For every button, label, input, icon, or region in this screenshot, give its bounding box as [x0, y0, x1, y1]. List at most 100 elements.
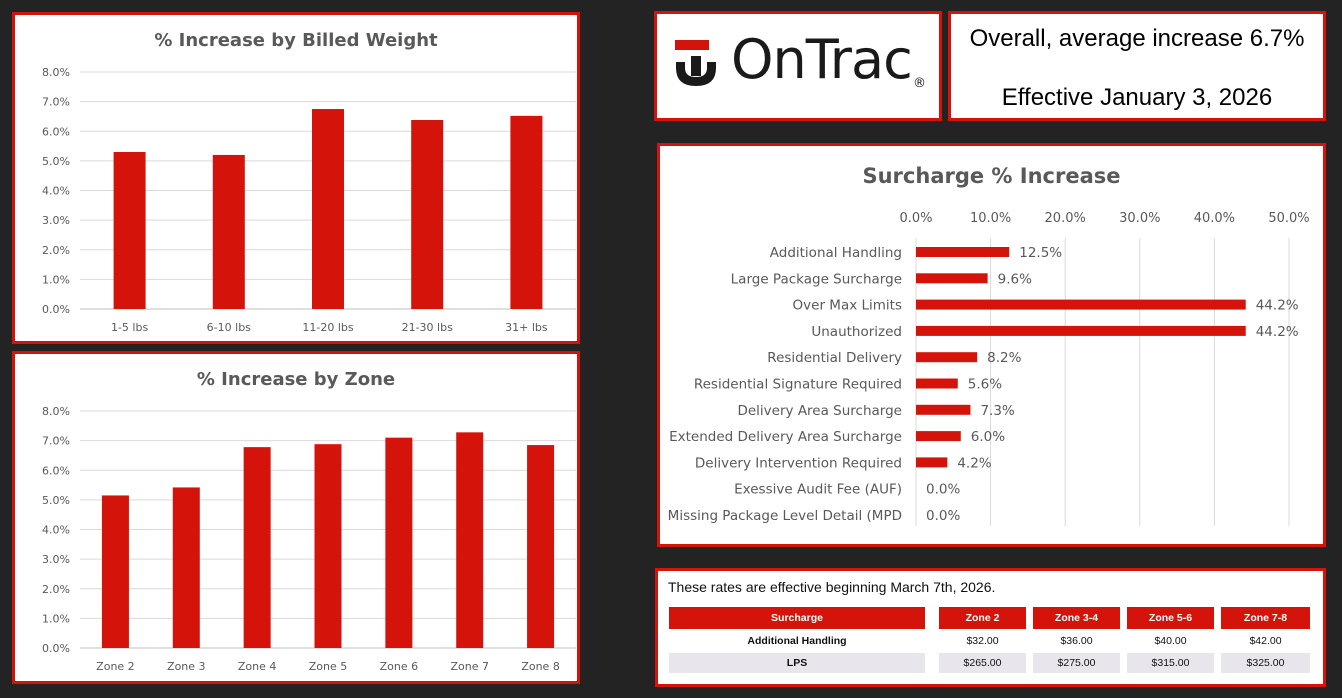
weight-chart-ytick-label: 2.0% — [42, 244, 70, 257]
surcharge-chart-data-label: 9.6% — [998, 271, 1032, 287]
weight-chart-bar — [411, 119, 444, 310]
zone-chart-bar — [101, 495, 129, 648]
zone-chart-ytick-label: 6.0% — [42, 464, 70, 477]
surcharge-chart-bar — [916, 273, 988, 284]
rates-surcharge-name: LPS — [669, 651, 939, 673]
rates-note: These rates are effective beginning Marc… — [668, 579, 996, 595]
weight-chart-ytick-label: 6.0% — [42, 125, 70, 138]
zone-chart-xtick-label: Zone 6 — [380, 660, 419, 673]
weight-chart-bar — [312, 109, 344, 309]
surcharge-chart-category-label: Over Max Limits — [793, 298, 902, 314]
surcharge-chart-bar — [916, 247, 1010, 257]
rates-value-cell: $40.00 — [1127, 629, 1221, 651]
rates-value-cell: $325.00 — [1221, 651, 1310, 673]
surcharge-chart-category-label: Delivery Area Surcharge — [737, 403, 902, 419]
overall-increase-text: Overall, average increase 6.7% — [969, 25, 1305, 52]
weight-chart-ytick-label: 1.0% — [42, 273, 70, 286]
surcharge-chart-bar — [916, 352, 978, 363]
surcharge-chart-panel: Surcharge % Increase 0.0% 10.0% 20.0% 30.0%… — [657, 143, 1326, 547]
surcharge-chart-data-label: 0.0% — [926, 482, 960, 498]
rates-row: LPS $265.00 $275.00 $315.00 $325.00 — [669, 651, 1310, 673]
rates-row: Additional Handling $32.00 $36.00 $40.00 $42… — [669, 629, 1310, 651]
zone-chart-xtick-label: Zone 2 — [96, 660, 135, 673]
surcharge-chart-category-label: Exessive Audit Fee (AUF) — [734, 482, 902, 498]
headline-panel: Overall, average increase 6.7% Effective… — [948, 11, 1326, 121]
zone-chart-xtick-label: Zone 8 — [521, 660, 560, 673]
weight-chart-xtick-label: 11-20 lbs — [302, 321, 353, 334]
rates-value-cell: $36.00 — [1033, 629, 1127, 651]
rates-value-cell: $265.00 — [939, 651, 1033, 673]
rates-value-cell: $275.00 — [1033, 651, 1127, 673]
zone-chart-ytick-label: 2.0% — [42, 583, 70, 596]
rates-header-cell: Zone 7-8 — [1221, 607, 1310, 629]
logo-panel: OnTrac ® — [654, 11, 942, 121]
weight-chart-ytick-label: 4.0% — [42, 185, 70, 198]
rates-value-cell: $315.00 — [1127, 651, 1221, 673]
rates-surcharge-name: Additional Handling — [669, 629, 939, 651]
weight-chart-ytick-label: 3.0% — [42, 214, 70, 227]
weight-chart-xtick-label: 6-10 lbs — [207, 321, 252, 334]
weight-chart-ytick-label: 5.0% — [42, 155, 70, 168]
weight-chart-title: % Increase by Billed Weight — [154, 30, 438, 51]
zone-chart-ytick-label: 8.0% — [42, 405, 70, 418]
surcharge-chart-xtick-label: 10.0% — [970, 211, 1011, 226]
surcharge-chart-bar — [916, 325, 1246, 336]
rates-header-cell: Zone 5-6 — [1127, 607, 1221, 629]
zone-chart-bar — [527, 445, 555, 648]
zone-chart-bar — [314, 444, 342, 648]
surcharge-chart-data-label: 44.2% — [1256, 324, 1299, 340]
zone-chart-title: % Increase by Zone — [196, 369, 396, 390]
weight-chart: 0.0% 1.0% 2.0% 3.0% 4.0% 5.0% 6.0% 7.0% 8.0% 1-5 … — [42, 66, 576, 334]
zone-chart-bar — [385, 437, 413, 648]
zone-chart-ytick-label: 7.0% — [42, 435, 70, 448]
surcharge-chart-data-label: 0.0% — [926, 508, 960, 524]
surcharge-chart-xtick-label: 0.0% — [899, 211, 932, 226]
zone-chart-xtick-label: Zone 3 — [167, 660, 206, 673]
weight-chart-xtick-label: 1-5 lbs — [111, 321, 149, 334]
surcharge-chart-bar — [916, 378, 958, 389]
rates-value-cell: $42.00 — [1221, 629, 1310, 651]
zone-chart-ytick-label: 4.0% — [42, 524, 70, 537]
brand-name: OnTrac — [731, 28, 913, 91]
zone-chart-ytick-label: 3.0% — [42, 553, 70, 566]
surcharge-chart-category-label: Delivery Intervention Required — [695, 455, 902, 471]
weight-chart-panel: % Increase by Billed Weight 0.0% 1.0% 2.0%… — [12, 12, 580, 344]
weight-chart-bar — [113, 151, 146, 309]
surcharge-chart: 0.0% 10.0% 20.0% 30.0% 40.0% 50.0% Additional … — [668, 211, 1310, 526]
surcharge-chart-data-label: 12.5% — [1019, 245, 1062, 261]
weight-chart-ytick-label: 8.0% — [42, 66, 70, 79]
surcharge-chart-data-label: 44.2% — [1256, 298, 1299, 314]
zone-chart-xtick-label: Zone 5 — [309, 660, 348, 673]
zone-chart-bar — [243, 447, 271, 648]
zone-chart-ytick-label: 5.0% — [42, 494, 70, 507]
zone-chart-panel: % Increase by Zone 0.0% 1.0% 2.0% 3.0% 4.0% 5… — [12, 351, 580, 684]
rates-table-grid: Surcharge Zone 2 Zone 3-4 Zone 5-6 Zone 7-8 A… — [669, 607, 1310, 673]
surcharge-chart-bar — [916, 457, 948, 468]
zone-chart-bar — [456, 432, 484, 648]
surcharge-chart-data-label: 4.2% — [957, 455, 991, 471]
surcharge-chart-data-label: 7.3% — [980, 403, 1014, 419]
weight-chart-xtick-label: 31+ lbs — [505, 321, 548, 334]
weight-chart-bar — [510, 115, 543, 309]
zone-chart-xtick-label: Zone 7 — [450, 660, 489, 673]
surcharge-chart-category-label: Residential Delivery — [767, 350, 902, 366]
rates-header-cell: Zone 3-4 — [1033, 607, 1127, 629]
effective-date-text: Effective January 3, 2026 — [1001, 84, 1273, 111]
rates-panel: These rates are effective beginning Marc… — [655, 568, 1326, 687]
zone-chart-ytick-label: 0.0% — [42, 642, 70, 655]
surcharge-chart-category-label: Additional Handling — [770, 245, 902, 261]
weight-chart-ytick-label: 7.0% — [42, 96, 70, 109]
zone-chart-bar — [172, 487, 200, 648]
rates-value-cell: $32.00 — [939, 629, 1033, 651]
zone-chart: 0.0% 1.0% 2.0% 3.0% 4.0% 5.0% 6.0% 7.0% 8.0% Zone… — [42, 405, 576, 673]
surcharge-chart-category-label: Extended Delivery Area Surcharge — [669, 429, 902, 445]
zone-chart-ytick-label: 1.0% — [42, 612, 70, 625]
surcharge-chart-bar — [916, 299, 1246, 310]
surcharge-chart-bar — [916, 431, 961, 442]
registered-mark: ® — [913, 76, 926, 91]
surcharge-chart-bar — [916, 404, 971, 415]
surcharge-chart-xtick-label: 30.0% — [1119, 211, 1160, 226]
surcharge-chart-category-label: Large Package Surcharge — [731, 271, 902, 287]
weight-chart-ytick-label: 0.0% — [42, 303, 70, 316]
rates-header-cell: Surcharge — [669, 607, 939, 629]
